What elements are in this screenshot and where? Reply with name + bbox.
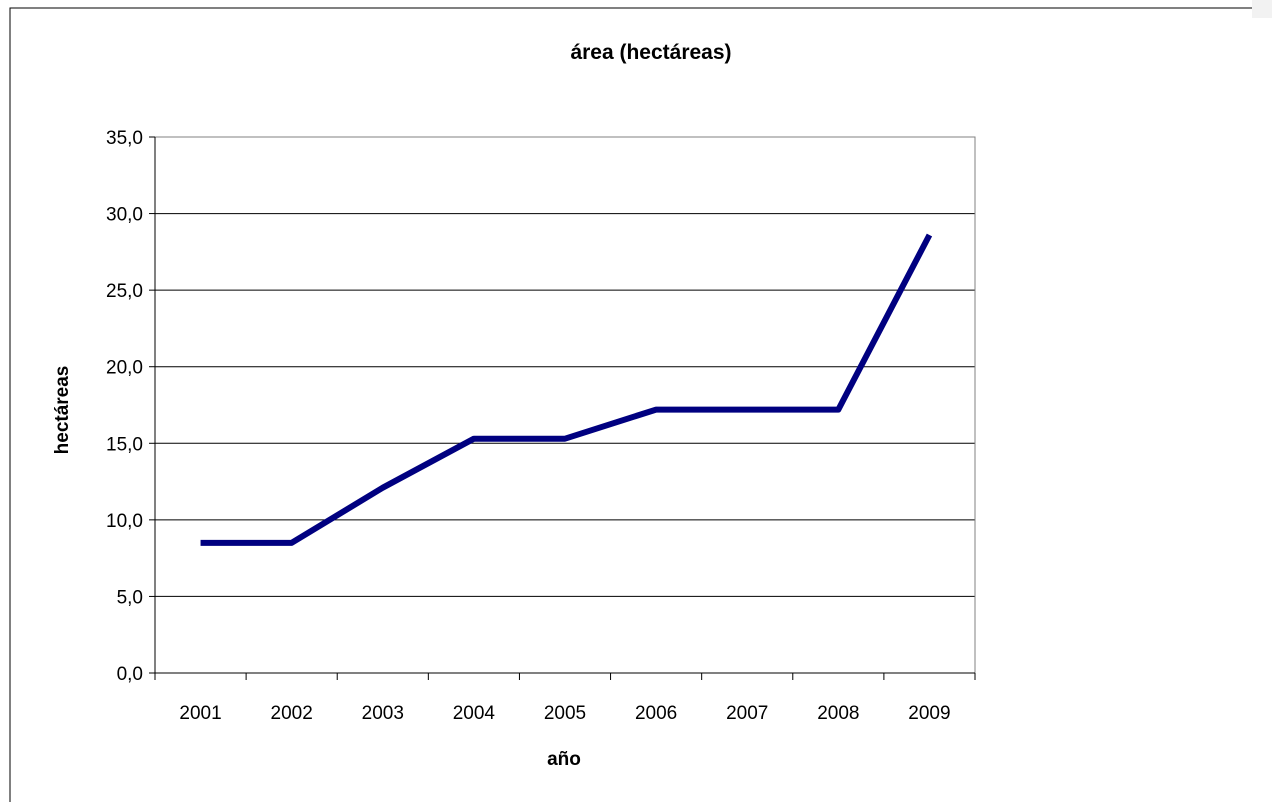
x-tick-label: 2001 — [179, 703, 221, 724]
chart-title: área (hectáreas) — [570, 41, 731, 64]
y-tick-label: 5,0 — [117, 587, 143, 608]
y-tick-label: 30,0 — [106, 205, 143, 226]
plot-area: 0,0 5,0 10,0 15,0 20,0 25,0 30,0 35,0 2001 2002 20… — [106, 128, 976, 724]
x-tick-label: 2008 — [817, 703, 859, 724]
y-tick-label: 25,0 — [106, 281, 143, 302]
y-tick-label: 0,0 — [117, 664, 143, 685]
y-tick-label: 35,0 — [106, 128, 143, 149]
y-tick-label: 10,0 — [106, 511, 143, 532]
series-line — [200, 233, 933, 546]
x-tick-label: 2006 — [635, 703, 677, 724]
y-tick-label: 20,0 — [106, 358, 143, 379]
chart-border — [9, 7, 1272, 807]
x-tick-label: 2003 — [362, 703, 404, 724]
x-axis-label: año — [547, 749, 581, 770]
x-tick-label: 2002 — [271, 703, 313, 724]
x-tick-label: 2004 — [453, 703, 496, 724]
corner-patch — [1252, 0, 1272, 18]
y-axis-label: hectáreas — [52, 366, 73, 455]
x-tick-label: 2009 — [908, 703, 950, 724]
y-tick-label: 15,0 — [106, 434, 143, 455]
x-tick-label: 2005 — [544, 703, 586, 724]
x-tick-label: 2007 — [726, 703, 768, 724]
